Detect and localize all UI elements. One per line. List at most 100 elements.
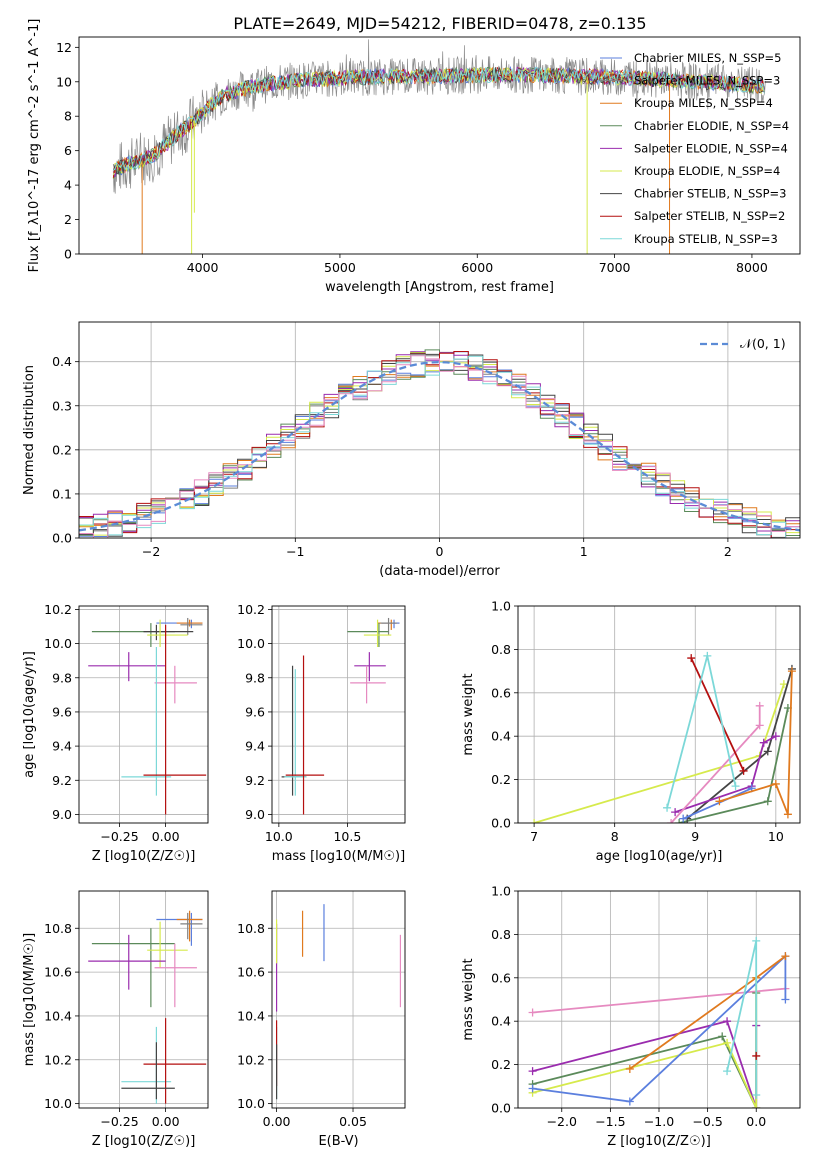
weight-marker [530,819,539,823]
weight-marker [783,810,792,819]
y-tick-label: 0.4 [52,354,72,369]
y-tick-label: 9.4 [52,739,72,754]
legend-entry: Kroupa ELODIE, N_SSP=4 [634,164,780,178]
plot-area [88,617,207,815]
weight-marker [787,667,796,676]
y-tick-label: 10.8 [237,921,265,936]
y-tick-label: 0.8 [491,642,511,657]
axes-frame [78,321,801,539]
weight-marker [771,779,780,788]
weight-marker [731,782,740,791]
y-tick-label: 10.2 [44,602,72,617]
model-line-kroupa_stelib [113,66,765,173]
legend-entry: Salpeter STELIB, N_SSP=2 [634,209,785,223]
y-tick-label: 0.3 [52,398,72,413]
spectrum-panel: 4000 5000 6000 7000 8000 0 2 4 6 8 10 12 Chabrier MI… [27,19,801,295]
y-tick-label: 6 [64,143,72,158]
weight-marker [739,766,748,775]
weight-marker [755,701,764,710]
y-tick-label: 12 [56,40,72,55]
weight-marker [771,732,780,741]
x-tick-label: 0.0 [746,1114,766,1129]
weight-line-chabrier_miles [682,787,753,820]
legend-entry: Chabrier STELIB, N_SSP=3 [634,187,786,201]
y-tick-label: 9.2 [245,773,265,788]
x-axis-label: Z [log10(Z/Z☉)] [92,1134,196,1149]
weight-line-salpeter_elodie [674,735,777,813]
y-tick-label: 9.8 [245,670,265,685]
y-tick-label: 0.8 [491,927,511,942]
plot-area [281,617,400,815]
y-tick-label: 10.0 [237,636,265,651]
weight-marker [715,797,724,806]
x-tick-label: 7 [530,829,538,844]
legend-entry: Chabrier ELODIE, N_SSP=4 [634,119,789,133]
y-tick-label: 9.8 [52,670,72,685]
x-tick-label: 9 [691,829,699,844]
ebv-mass-panel: 0.00 0.05 10.0 10.2 10.4 10.6 10.8 E(B-V) [237,890,406,1149]
legend-entry: Kroupa MILES, N_SSP=4 [634,96,773,110]
weight-marker [687,654,696,663]
x-tick-label: 8 [611,829,619,844]
y-tick-label: 0.0 [491,816,511,831]
x-tick-label: 0.00 [152,829,180,844]
x-tick-label: 0.00 [152,1114,180,1129]
y-tick-label: 2 [64,212,72,227]
axes-frame [78,36,801,255]
weight-marker [752,1104,761,1108]
x-axis-label: Z [log10(Z/Z☉)] [607,1134,711,1149]
weight-line-kroupa_elodie [533,683,785,823]
weight-marker [528,1067,537,1076]
y-tick-label: 10.6 [44,965,72,980]
axes-frame [517,605,801,824]
y-axis-label: Normed distribution [22,365,37,495]
weight-marker [667,819,676,823]
weight-marker [781,952,790,961]
axes-frame [517,890,801,1109]
metallicity-weight-panel: −2.0 −1.5 −1.0 −0.5 0.0 0.0 0.2 0.4 0.6 0.8 1.0 Z [… [461,884,801,1149]
y-tick-label: 9.6 [245,704,265,719]
y-tick-label: 10.4 [237,1008,265,1023]
plot-area [530,651,796,823]
y-tick-label: 10.2 [237,1052,265,1067]
x-tick-label: 0 [436,544,444,559]
y-axis-label: mass weight [461,958,476,1040]
metallicity-age-panel: −0.25 0.00 9.0 9.2 9.4 9.6 9.8 10.0 10.2 Z [log10… [22,602,209,864]
weight-marker [781,995,790,1004]
x-axis-label: E(B-V) [318,1134,358,1149]
weight-marker [752,1090,761,1099]
weight-marker [679,814,688,823]
legend-entry: 𝒩(0, 1) [740,336,786,351]
y-tick-label: 10.2 [44,1052,72,1067]
y-tick-label: 9.2 [52,773,72,788]
axes-frame [271,605,406,824]
y-tick-label: 0.6 [491,970,511,985]
x-axis-label: wavelength [Angstrom, rest frame] [325,280,554,295]
y-tick-label: 0.4 [491,729,511,744]
x-tick-label: 7000 [599,260,631,275]
weight-line-kroupa_stelib [726,940,758,1095]
plot-area [528,936,790,1108]
weight-marker [723,1017,732,1026]
weight-marker [528,1084,537,1093]
x-tick-label: 1 [580,544,588,559]
legend-entry: Chabrier MILES, N_SSP=5 [634,51,781,65]
x-axis-label: Z [log10(Z/Z☉)] [92,849,196,864]
axes-frame [78,890,209,1109]
weight-marker [718,1032,727,1041]
weight-marker [763,747,772,756]
x-tick-label: −1.0 [644,1114,674,1129]
legend-entry: Kroupa STELIB, N_SSP=3 [634,232,778,246]
weight-line-chabrier_miles [532,954,787,1103]
x-tick-label: −1 [286,544,304,559]
x-tick-label: 5000 [324,260,356,275]
y-tick-label: 10.0 [44,1096,72,1111]
weight-marker [703,651,712,660]
x-tick-label: −2 [142,544,160,559]
x-tick-label: 4000 [187,260,219,275]
y-tick-label: 9.4 [245,739,265,754]
x-tick-label: 10.5 [333,829,361,844]
x-tick-label: −0.5 [692,1114,722,1129]
weight-line-salpeter_stelib [690,657,745,772]
